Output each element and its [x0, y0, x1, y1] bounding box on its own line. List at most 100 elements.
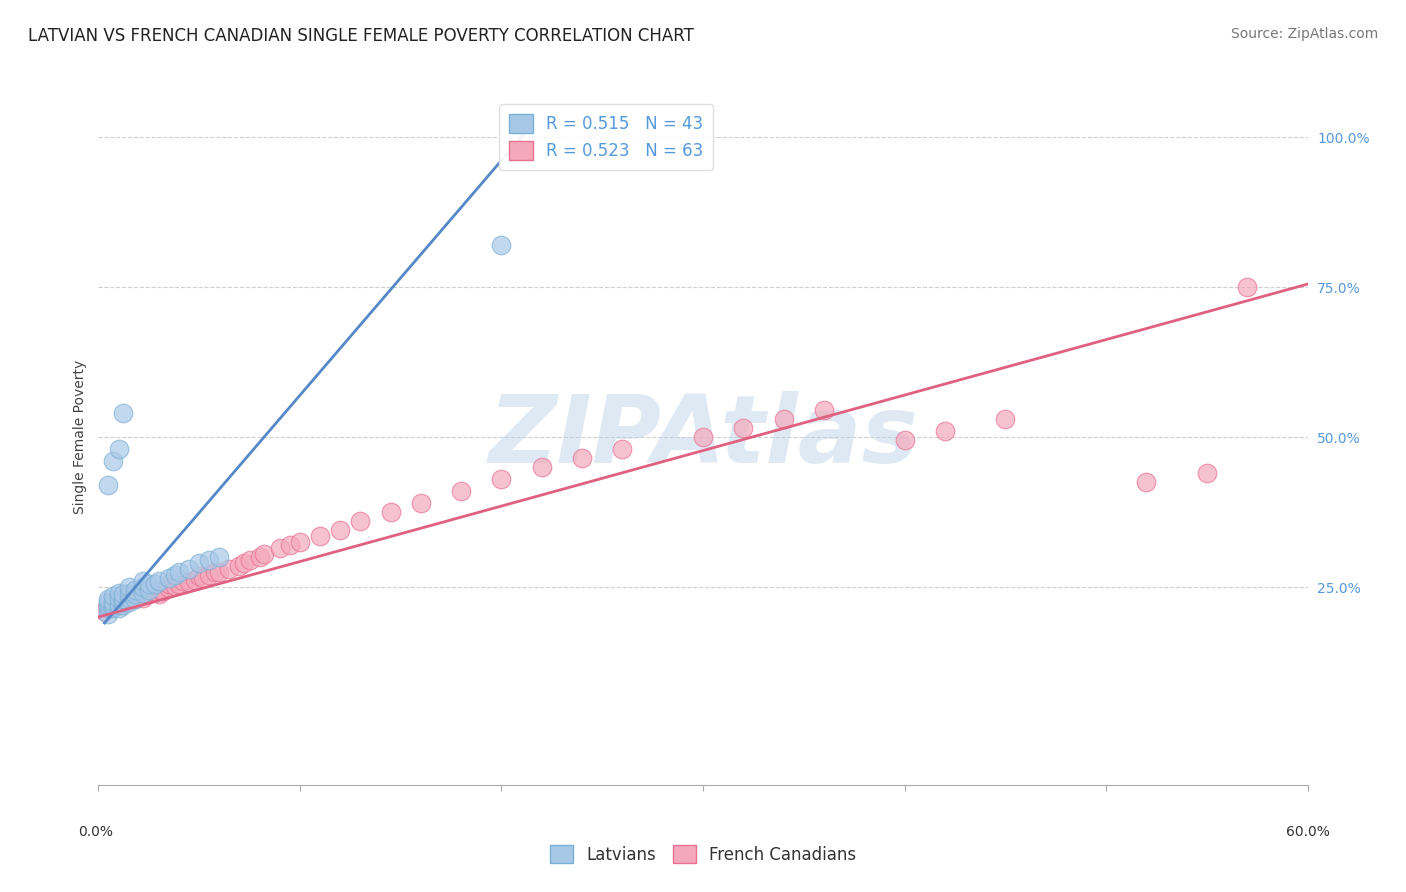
Point — [249, 549, 271, 564]
Point — [111, 598, 134, 612]
Point — [208, 565, 231, 579]
Point — [193, 571, 215, 585]
Point — [309, 529, 332, 543]
Point — [571, 451, 593, 466]
Point — [409, 496, 432, 510]
Text: 0.0%: 0.0% — [79, 825, 112, 839]
Point — [107, 597, 129, 611]
Point — [218, 562, 240, 576]
Point — [101, 595, 124, 609]
Point — [148, 582, 170, 597]
Point — [97, 592, 120, 607]
Point — [198, 568, 221, 582]
Point — [380, 505, 402, 519]
Point — [179, 575, 201, 590]
Point — [772, 412, 794, 426]
Point — [612, 442, 634, 456]
Point — [111, 406, 134, 420]
Point — [157, 571, 180, 585]
Point — [288, 535, 311, 549]
Point — [101, 454, 124, 468]
Point — [103, 593, 125, 607]
Point — [329, 523, 352, 537]
Point — [107, 592, 129, 607]
Point — [167, 565, 190, 579]
Point — [97, 595, 120, 609]
Point — [934, 424, 956, 438]
Point — [111, 595, 134, 609]
Point — [118, 595, 141, 609]
Legend: R = 0.515   N = 43, R = 0.523   N = 63: R = 0.515 N = 43, R = 0.523 N = 63 — [499, 104, 713, 170]
Point — [163, 579, 186, 593]
Point — [93, 604, 115, 618]
Point — [132, 580, 155, 594]
Point — [101, 599, 124, 614]
Point — [349, 514, 371, 528]
Point — [111, 591, 134, 605]
Point — [124, 592, 146, 607]
Point — [179, 562, 201, 576]
Y-axis label: Single Female Poverty: Single Female Poverty — [73, 360, 87, 514]
Point — [118, 589, 141, 603]
Point — [97, 598, 120, 612]
Point — [228, 559, 250, 574]
Point — [148, 587, 170, 601]
Point — [1195, 466, 1218, 480]
Point — [132, 586, 155, 600]
Point — [138, 587, 160, 601]
Point — [208, 549, 231, 564]
Point — [107, 592, 129, 607]
Point — [118, 591, 141, 605]
Point — [733, 421, 755, 435]
Point — [172, 574, 194, 588]
Text: ZIPAtlas: ZIPAtlas — [488, 391, 918, 483]
Point — [152, 584, 174, 599]
Point — [204, 565, 226, 579]
Point — [253, 547, 276, 561]
Point — [530, 460, 553, 475]
Point — [692, 430, 714, 444]
Point — [107, 442, 129, 456]
Point — [132, 586, 155, 600]
Point — [101, 601, 124, 615]
Point — [138, 577, 160, 591]
Point — [118, 586, 141, 600]
Point — [1236, 280, 1258, 294]
Point — [124, 587, 146, 601]
Point — [491, 472, 513, 486]
Point — [103, 598, 125, 612]
Point — [101, 595, 124, 609]
Point — [143, 584, 166, 599]
Point — [118, 593, 141, 607]
Point — [107, 586, 129, 600]
Point — [188, 556, 211, 570]
Point — [101, 589, 124, 603]
Point — [184, 573, 207, 587]
Text: 60.0%: 60.0% — [1285, 825, 1330, 839]
Point — [450, 484, 472, 499]
Text: Source: ZipAtlas.com: Source: ZipAtlas.com — [1230, 27, 1378, 41]
Point — [994, 412, 1017, 426]
Point — [163, 568, 186, 582]
Point — [167, 577, 190, 591]
Point — [132, 574, 155, 588]
Point — [232, 556, 254, 570]
Point — [132, 591, 155, 605]
Point — [491, 238, 513, 252]
Point — [97, 601, 120, 615]
Point — [198, 553, 221, 567]
Point — [107, 598, 129, 612]
Point — [239, 553, 262, 567]
Point — [97, 478, 120, 492]
Point — [148, 574, 170, 588]
Point — [157, 577, 180, 591]
Point — [813, 403, 835, 417]
Legend: Latvians, French Canadians: Latvians, French Canadians — [543, 838, 863, 871]
Point — [278, 538, 301, 552]
Point — [111, 587, 134, 601]
Point — [101, 598, 124, 612]
Point — [893, 433, 915, 447]
Point — [124, 592, 146, 607]
Point — [128, 589, 150, 603]
Point — [97, 598, 120, 612]
